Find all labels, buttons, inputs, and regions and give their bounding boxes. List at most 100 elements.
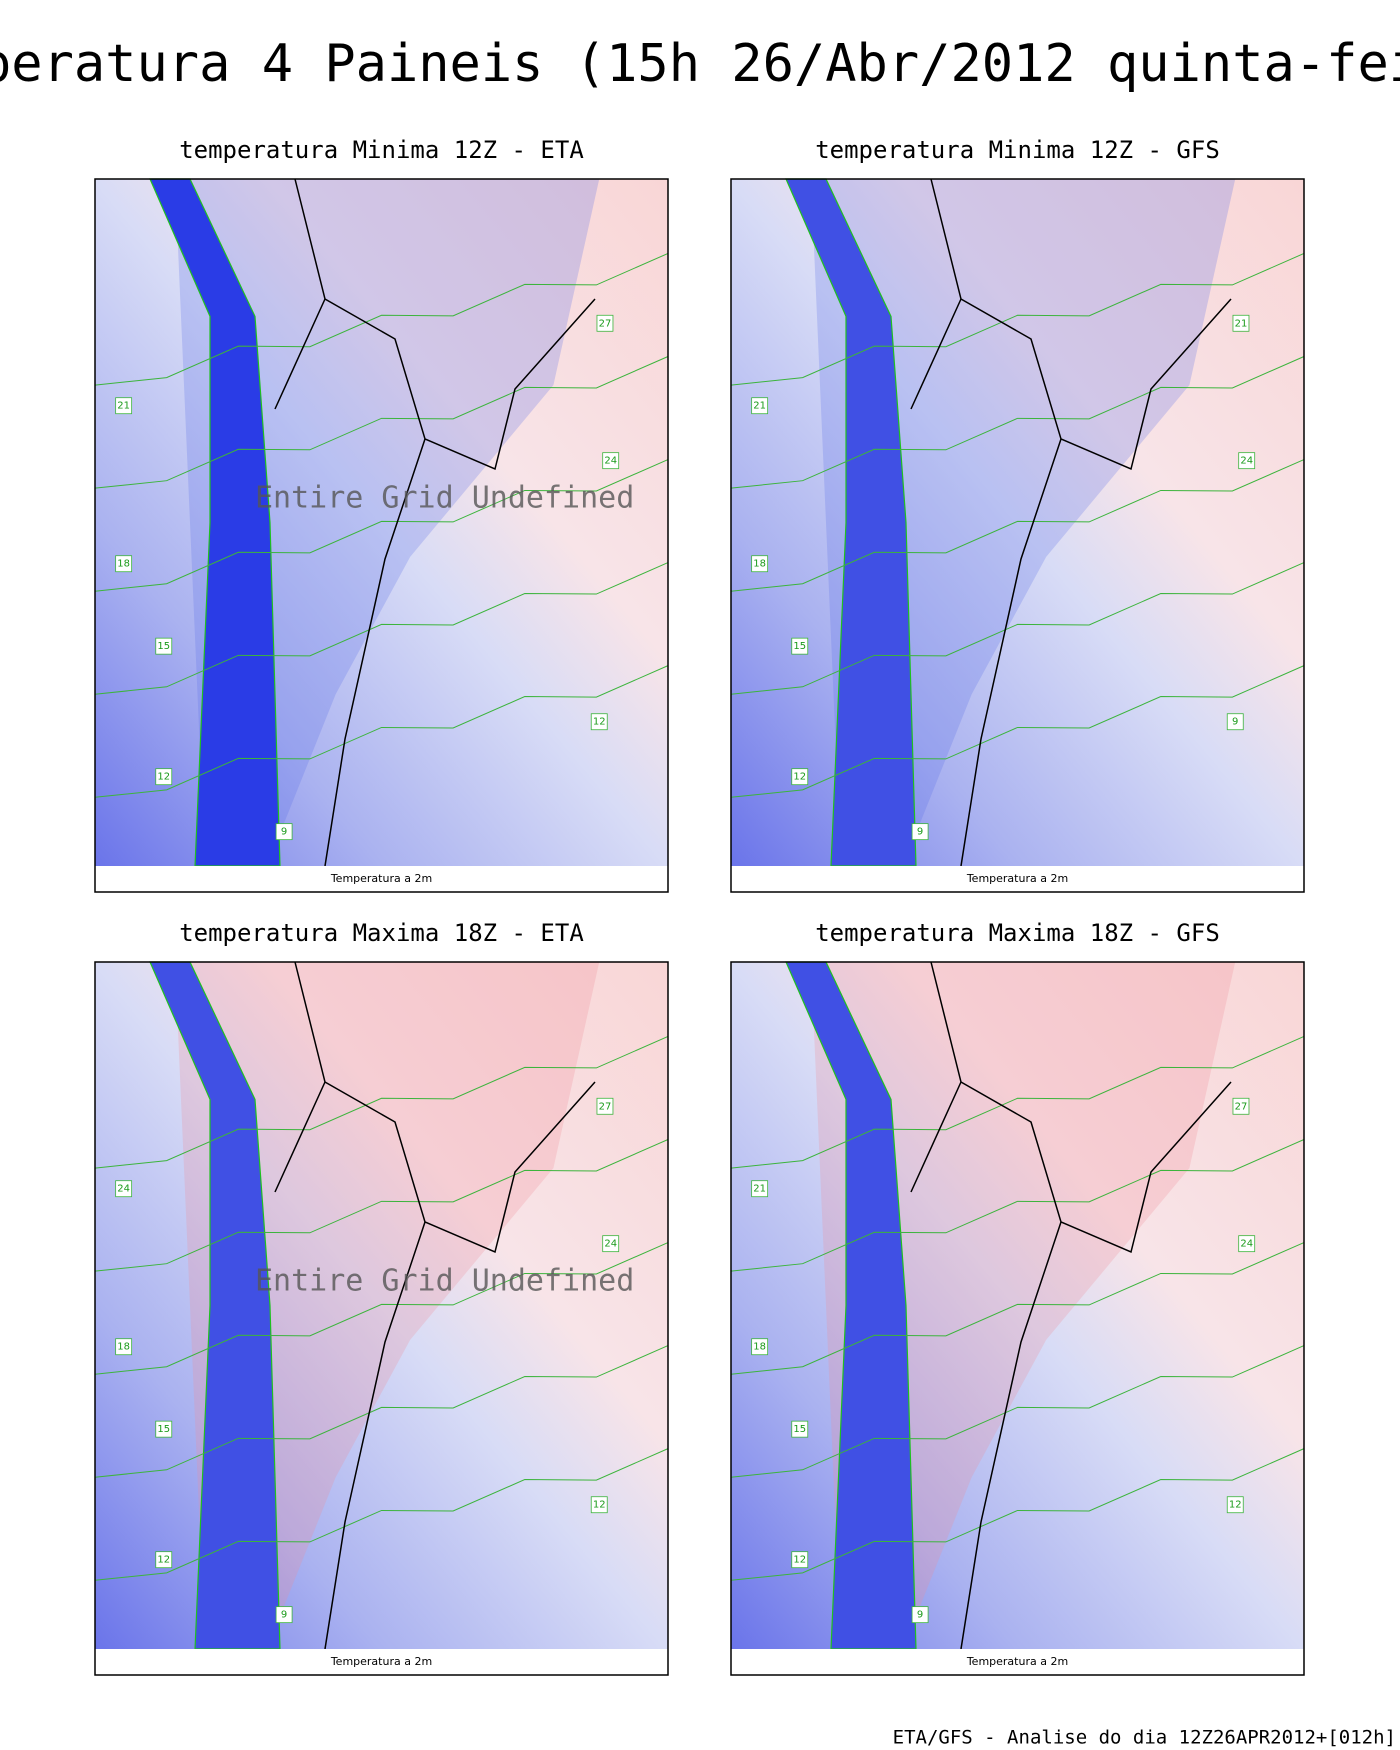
contour-label-box [155, 1551, 173, 1569]
contour-label-box [911, 823, 929, 841]
contour-label: 18 [753, 559, 766, 570]
contour-line [94, 1345, 669, 1478]
contour-line [94, 459, 669, 592]
contour-label: 24 [117, 1184, 130, 1195]
contour-line [730, 356, 1305, 489]
continent [811, 179, 1236, 866]
caption: Temperatura a 2m [330, 872, 432, 885]
caption-bar [731, 1649, 1304, 1675]
contour-label: 18 [753, 1342, 766, 1353]
contour-label: 21 [753, 401, 766, 412]
contour-label-box [791, 768, 809, 786]
contour-label-box [155, 637, 173, 655]
contour-label-box [1232, 314, 1250, 332]
contour-label: 21 [117, 401, 130, 412]
caption-bar [95, 866, 668, 892]
contour-label: 12 [1229, 1500, 1242, 1511]
contour-label-box [791, 637, 809, 655]
contour-line [730, 1242, 1305, 1375]
contour-line [94, 1242, 669, 1375]
caption: Temperatura a 2m [966, 1655, 1068, 1668]
contour-label: 15 [157, 641, 170, 652]
panel-title: temperatura Minima 12Z - GFS [815, 136, 1220, 164]
contour-label-box [791, 1551, 809, 1569]
contour-label-box [115, 397, 133, 415]
undefined-note: Entire Grid Undefined [255, 481, 634, 516]
footer: ETA/GFS - Analise do dia 12Z26APR2012+[0… [893, 1727, 1396, 1749]
contour-line [94, 1035, 669, 1169]
contour-label: 27 [1235, 1101, 1248, 1112]
contour-label: 18 [117, 559, 130, 570]
contour-label-box [115, 1338, 133, 1356]
map-background [95, 179, 668, 866]
contour-label-box [911, 1606, 929, 1624]
contour-label-box [1232, 1097, 1250, 1115]
caption-bar [95, 1649, 668, 1675]
contour-label: 15 [793, 1424, 806, 1435]
contour-label: 12 [793, 1555, 806, 1566]
contour-label: 24 [604, 1239, 617, 1250]
panel-frame [730, 178, 1305, 893]
contour-label-box [596, 314, 614, 332]
contour-label: 24 [1240, 456, 1253, 467]
contour-label: 9 [917, 1610, 923, 1621]
contour-label-box [155, 768, 173, 786]
map-background [731, 179, 1304, 866]
contour-label: 24 [1240, 1239, 1253, 1250]
panel-title: temperatura Maxima 18Z - GFS [815, 919, 1220, 947]
contour-label-box [590, 713, 608, 731]
contour-line [730, 562, 1305, 695]
panel-frame [94, 178, 669, 893]
contour-line [730, 1035, 1305, 1169]
contour-label: 12 [157, 772, 170, 783]
contour-label-box [1238, 1235, 1256, 1253]
contour-label-box [1226, 1496, 1244, 1514]
contour-line [730, 1345, 1305, 1478]
contour-line [730, 252, 1305, 386]
contour-label-box [751, 1180, 769, 1198]
contour-label-box [275, 1606, 293, 1624]
contour-label: 15 [157, 1424, 170, 1435]
contour-label: 15 [793, 641, 806, 652]
contour-label: 12 [593, 1500, 606, 1511]
contour-label-box [751, 397, 769, 415]
contour-line [730, 459, 1305, 592]
contour-label: 9 [281, 827, 287, 838]
contour-line [730, 1139, 1305, 1272]
undefined-note: Entire Grid Undefined [255, 1264, 634, 1299]
panel-title: temperatura Maxima 18Z - ETA [179, 919, 584, 947]
contour-label-box [791, 1420, 809, 1438]
contour-line [94, 1139, 669, 1272]
contour-line [94, 562, 669, 695]
caption: Temperatura a 2m [330, 1655, 432, 1668]
contour-label: 27 [599, 318, 612, 329]
contour-line [94, 356, 669, 489]
continent [175, 962, 600, 1649]
contour-label-box [155, 1420, 173, 1438]
map-panel: Temperatura a 2m 21 18 15 12 9 24 27 12 [730, 961, 1305, 1676]
caption-bar [731, 866, 1304, 892]
contour-line [94, 1448, 669, 1581]
country-border [910, 178, 1232, 867]
country-border [274, 178, 596, 867]
contour-label: 21 [1235, 318, 1248, 329]
contour-label: 9 [917, 827, 923, 838]
contour-label: 12 [793, 772, 806, 783]
panel-frame [94, 961, 669, 1676]
continent [811, 962, 1236, 1649]
caption: Temperatura a 2m [966, 872, 1068, 885]
contour-label: 24 [604, 456, 617, 467]
continent [175, 179, 600, 866]
contour-label-box [602, 452, 620, 470]
map-panel: Temperatura a 2m Entire Grid Undefined 21 1… [94, 178, 669, 893]
country-border [910, 961, 1232, 1650]
contour-label-box [602, 1235, 620, 1253]
contour-label-box [1238, 452, 1256, 470]
map-background [95, 962, 668, 1649]
contour-label-box [275, 823, 293, 841]
contour-label-box [115, 555, 133, 573]
contour-line [94, 665, 669, 798]
contour-label-box [751, 555, 769, 573]
contour-label: 9 [281, 1610, 287, 1621]
